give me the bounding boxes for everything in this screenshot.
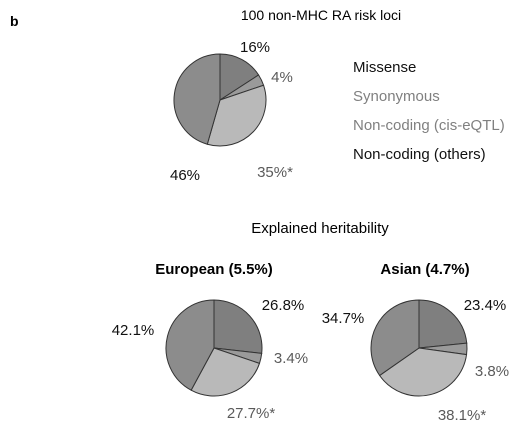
value-label-missense: 26.8%: [262, 297, 305, 314]
pie-slice-noncoding-cis-eqtl: [378, 347, 468, 397]
pie-slice-noncoding-cis-eqtl: [206, 84, 267, 147]
panel-label: b: [10, 13, 19, 29]
value-label-missense: 23.4%: [464, 297, 507, 314]
legend-item-noncoding-others: Non-coding (others): [353, 146, 486, 163]
top-chart-title: 100 non-MHC RA risk loci: [241, 7, 401, 23]
asian-chart-title: Asian (4.7%): [380, 261, 469, 278]
european-chart-title: European (5.5%): [155, 261, 273, 278]
value-label-noncoding-cis-eqtl: 38.1%*: [438, 407, 487, 424]
legend-item-noncoding-cis-eqtl: Non-coding (cis-eQTL): [353, 117, 505, 134]
value-label-missense: 16%: [240, 39, 270, 56]
value-label-synonymous: 3.8%: [475, 363, 509, 380]
pie-slice-noncoding-cis-eqtl: [190, 347, 261, 397]
value-label-noncoding-others: 46%: [170, 167, 200, 184]
value-label-noncoding-others: 42.1%: [112, 322, 155, 339]
pie-slice-missense: [418, 299, 468, 349]
value-label-noncoding-cis-eqtl: 35%*: [257, 164, 293, 181]
pie-chart-european: 26.8% 3.4% 27.7%* 42.1%: [112, 297, 308, 422]
value-label-synonymous: 3.4%: [274, 350, 308, 367]
pie-slice-noncoding-others: [165, 299, 215, 391]
section-title: Explained heritability: [251, 220, 389, 237]
pie-chart-ra-loci: 16%4% 35%* 46%: [170, 39, 293, 184]
legend-item-synonymous: Synonymous: [353, 88, 440, 105]
pie-slice-missense: [219, 53, 260, 101]
pie-slice-noncoding-others: [173, 53, 221, 145]
value-label-synonymous: 4%: [271, 69, 293, 86]
pie-chart-asian: 23.4% 3.8% 38.1%* 34.7%: [322, 297, 509, 424]
pie-slice-missense: [213, 299, 263, 354]
legend: Missense Synonymous Non-coding (cis-eQTL…: [353, 59, 505, 163]
pie-slice-noncoding-others: [370, 299, 420, 377]
value-label-noncoding-cis-eqtl: 27.7%*: [227, 405, 276, 422]
legend-item-missense: Missense: [353, 59, 416, 76]
value-label-noncoding-others: 34.7%: [322, 310, 365, 327]
